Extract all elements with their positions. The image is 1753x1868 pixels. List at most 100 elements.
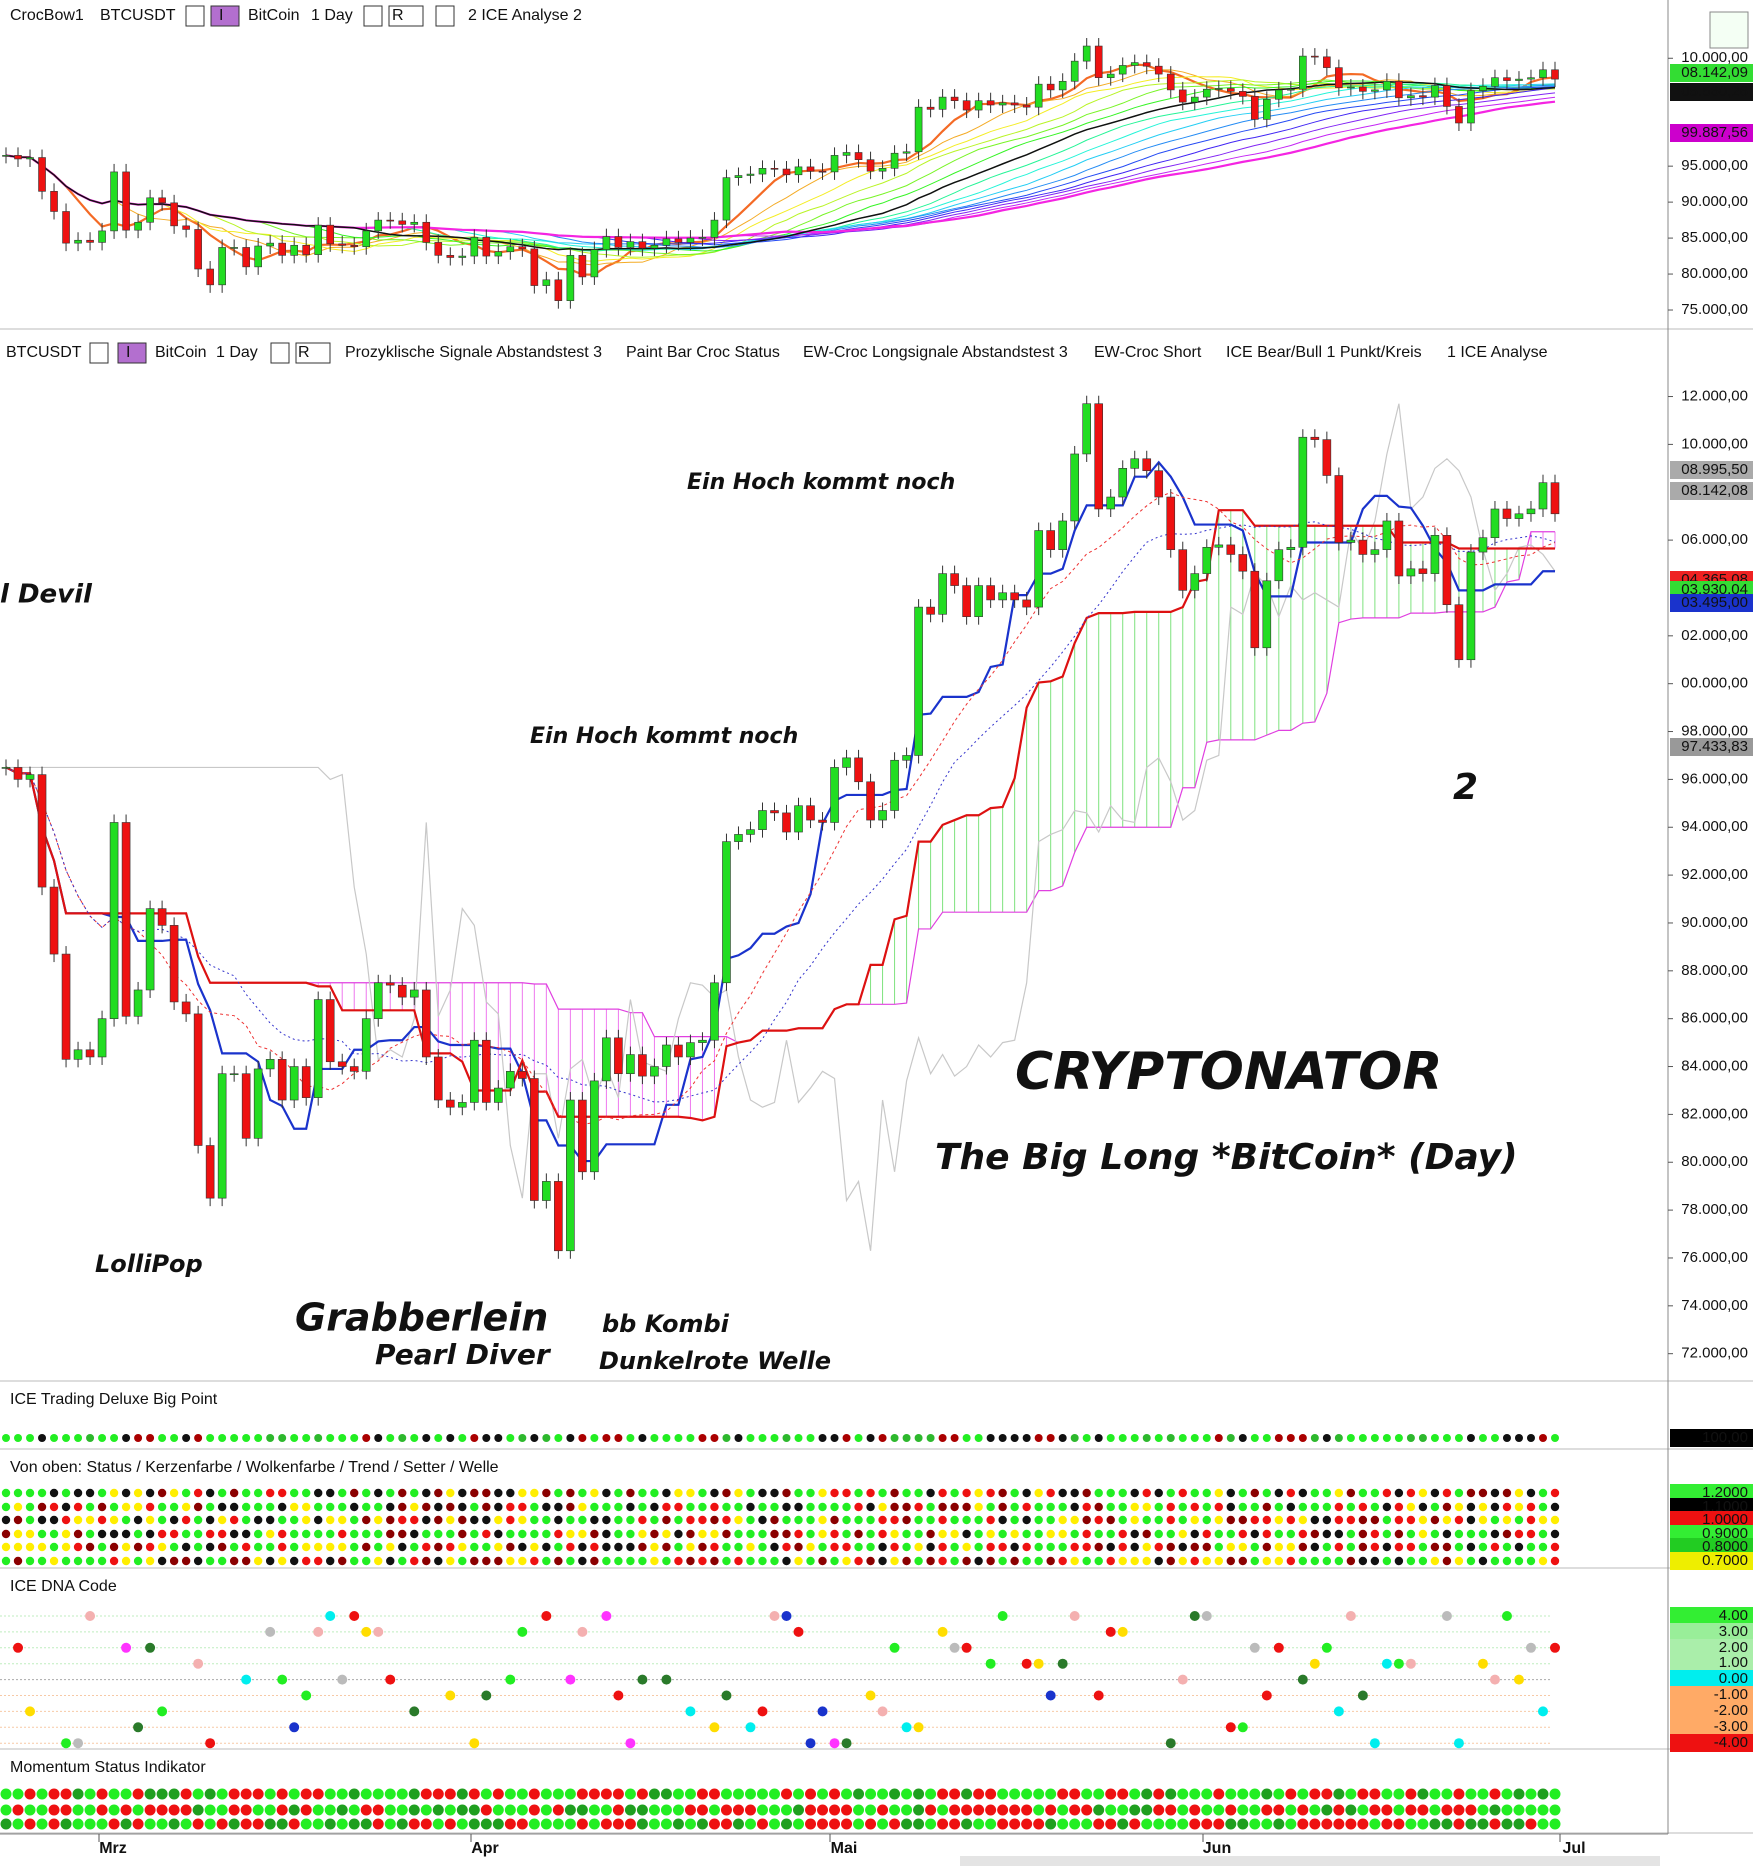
status-dot [1489, 1788, 1501, 1800]
status-dot [1298, 1556, 1308, 1566]
status-dot [1058, 1515, 1067, 1525]
status-dot [542, 1515, 551, 1525]
candle [1190, 96, 1199, 103]
status-dot [1046, 1556, 1055, 1566]
status-dot [1274, 1556, 1284, 1566]
candle [686, 1042, 695, 1058]
status-dot [672, 1818, 684, 1830]
status-dot [758, 1529, 767, 1539]
status-dot [1417, 1818, 1429, 1830]
status-dot [1406, 1515, 1416, 1525]
status-dot [830, 1529, 839, 1539]
status-dot [1441, 1788, 1453, 1800]
status-dot [181, 1488, 191, 1498]
price-badge [1670, 1484, 1753, 1502]
status-dot [492, 1804, 504, 1816]
status-dot [60, 1804, 72, 1816]
candle [1347, 86, 1355, 89]
status-dot [588, 1818, 600, 1830]
status-dot [576, 1818, 588, 1830]
status-dot [85, 1515, 95, 1525]
annotation: The Big Long *BitCoin* (Day) [935, 1137, 1518, 1178]
status-dot [145, 1556, 155, 1566]
candle [1070, 453, 1079, 522]
status-dot [1309, 1788, 1321, 1800]
status-dot [312, 1788, 324, 1800]
candle [1430, 535, 1440, 574]
status-dot [650, 1529, 659, 1539]
status-dot [588, 1804, 600, 1816]
status-dot [1022, 1542, 1031, 1552]
status-dot [1154, 1488, 1163, 1498]
status-dot [1237, 1818, 1249, 1830]
status-dot [482, 1502, 491, 1512]
status-dot [482, 1542, 491, 1552]
candle [61, 953, 71, 1060]
status-dot [1370, 1502, 1380, 1512]
status-dot [1010, 1515, 1019, 1525]
status-dot [1345, 1818, 1357, 1830]
status-dot [314, 1556, 323, 1566]
status-dot [626, 1515, 635, 1525]
status-dot [374, 1529, 383, 1539]
status-dot [530, 1434, 539, 1442]
y-tick-label: 00.000,00 [1681, 675, 1748, 692]
status-dot [109, 1529, 119, 1539]
status-dot [1538, 1529, 1548, 1539]
status-dot [1430, 1488, 1440, 1498]
status-dot [1142, 1515, 1151, 1525]
candle [421, 989, 431, 1058]
status-dot [648, 1804, 660, 1816]
status-dot [157, 1515, 167, 1525]
status-dot [73, 1529, 83, 1539]
status-dot [674, 1488, 683, 1498]
status-dot [1214, 1502, 1223, 1512]
status-dot [217, 1556, 227, 1566]
status-dot [758, 1502, 767, 1512]
status-dot [374, 1488, 383, 1498]
status-dot [132, 1818, 144, 1830]
status-dot [12, 1804, 24, 1816]
candle [806, 166, 815, 172]
status-dot [122, 1434, 131, 1442]
status-dot [877, 1818, 889, 1830]
dna-dot [193, 1658, 204, 1669]
status-dot [925, 1818, 937, 1830]
candle [145, 908, 155, 991]
status-dot [782, 1502, 791, 1512]
toolbar-label: CrocBow1 [10, 7, 84, 24]
status-dot [25, 1542, 35, 1552]
status-dot [61, 1502, 71, 1512]
status-dot [962, 1502, 971, 1512]
status-dot [338, 1542, 347, 1552]
status-dot [1345, 1804, 1357, 1816]
status-dot [217, 1488, 227, 1498]
status-dot [24, 1818, 36, 1830]
status-dot [830, 1515, 839, 1525]
status-dot [37, 1529, 47, 1539]
status-dot [1166, 1542, 1175, 1552]
candle [206, 268, 214, 286]
toolbar-label: Prozyklische Signale Abstandstest 3 [345, 344, 602, 361]
status-dot [468, 1818, 480, 1830]
status-dot [950, 1515, 959, 1525]
status-dot [1069, 1804, 1081, 1816]
y-tick-label: 85.000,00 [1681, 229, 1748, 246]
status-dot [1549, 1788, 1561, 1800]
status-dot [1022, 1529, 1031, 1539]
candle [1310, 436, 1320, 440]
status-dot [1154, 1515, 1163, 1525]
status-dot [1333, 1788, 1345, 1800]
status-dot [1, 1529, 11, 1539]
status-dot [1310, 1488, 1320, 1498]
status-dot [446, 1502, 455, 1512]
status-dot [1550, 1488, 1560, 1498]
chart-icon[interactable] [1709, 11, 1749, 49]
status-dot [1466, 1529, 1476, 1539]
candle [902, 755, 911, 761]
status-dot [1261, 1788, 1273, 1800]
status-dot [1406, 1502, 1416, 1512]
status-dot [156, 1818, 168, 1830]
status-dot [1525, 1788, 1537, 1800]
toolbar-label: R [298, 344, 310, 361]
